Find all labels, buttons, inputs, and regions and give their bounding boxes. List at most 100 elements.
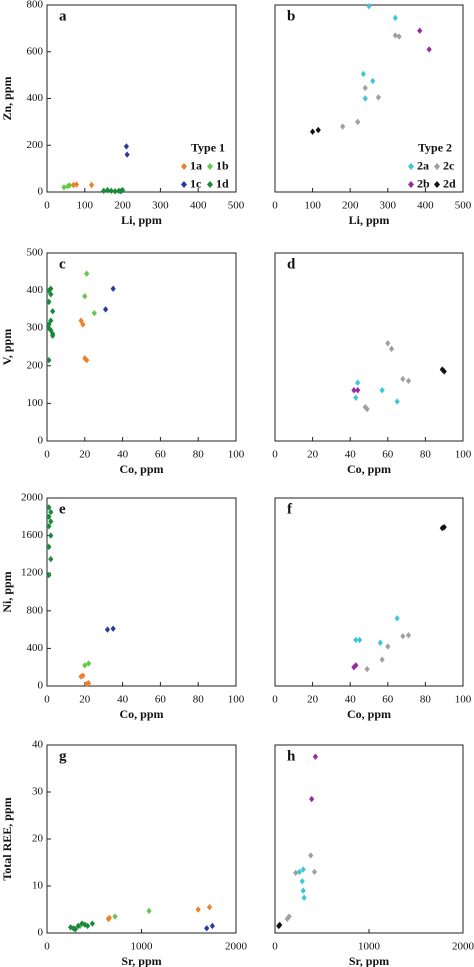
point	[104, 186, 111, 194]
x-tick-label: 60	[382, 694, 394, 706]
x-tick-label: 0	[272, 200, 278, 212]
legend-swatch	[434, 181, 440, 188]
x-tick-label: 60	[155, 449, 167, 461]
y-axis-label: Ni, ppm	[0, 571, 14, 612]
legend-label: 2a	[417, 158, 429, 172]
point	[392, 32, 398, 39]
point	[110, 285, 116, 292]
point	[48, 291, 54, 298]
point	[73, 181, 80, 188]
point	[48, 508, 54, 516]
point	[400, 632, 406, 640]
point	[301, 894, 307, 901]
panel: 0 20 40 60 80 100 Co, ppm f	[272, 497, 472, 721]
point	[284, 915, 290, 923]
point	[70, 925, 77, 932]
x-axis-label: Co, ppm	[119, 462, 163, 476]
x-tick-label: 20	[79, 694, 91, 706]
point	[315, 126, 321, 134]
point	[61, 184, 67, 191]
point	[48, 518, 54, 525]
y-tick-label: 30	[32, 786, 44, 798]
y-tick-label: 400	[27, 284, 44, 296]
x-tick-label: 300	[380, 200, 397, 212]
x-tick-label: 80	[420, 449, 432, 461]
point	[340, 123, 346, 130]
point	[441, 368, 447, 375]
plot-frame	[274, 4, 464, 193]
point	[85, 660, 92, 667]
point	[394, 615, 400, 622]
legend-label: 2d	[443, 176, 456, 190]
point	[351, 664, 357, 671]
y-tick-label: 800	[27, 0, 44, 11]
point	[79, 920, 85, 927]
panel-label: g	[59, 748, 67, 764]
point	[204, 925, 210, 932]
x-tick-label: 80	[420, 694, 432, 706]
panel-label: a	[59, 8, 67, 24]
point	[84, 356, 90, 364]
legend-swatch	[408, 181, 414, 188]
x-axis-label: Li, ppm	[121, 213, 162, 227]
x-tick-label: 80	[193, 449, 205, 461]
y-tick-label: 0	[38, 927, 44, 939]
point	[364, 665, 370, 673]
x-tick-label: 300	[152, 200, 169, 212]
x-tick-label: 500	[228, 200, 245, 212]
point	[375, 94, 381, 101]
y-axis-label: Total REE, ppm	[0, 797, 14, 880]
point	[46, 356, 52, 364]
point	[195, 906, 201, 913]
x-tick-label: 20	[307, 449, 319, 461]
x-tick-label: 80	[193, 694, 205, 706]
point	[441, 523, 447, 531]
x-tick-label: 0	[44, 694, 50, 706]
legend-label: 2b	[417, 176, 430, 190]
y-tick-label: 400	[27, 92, 44, 104]
point	[277, 921, 283, 929]
panel: 0 20 40 60 80 100 Co, ppm d	[272, 252, 472, 476]
x-axis-label: Sr, ppm	[349, 954, 389, 967]
x-tick-label: 200	[342, 200, 359, 212]
panel-label: e	[59, 501, 66, 517]
point	[426, 46, 432, 53]
point	[80, 321, 86, 328]
y-tick-label: 40	[32, 739, 44, 751]
y-tick-label: 500	[27, 247, 44, 259]
point	[366, 2, 372, 10]
x-tick-label: 100	[455, 449, 472, 461]
x-tick-label: 40	[117, 694, 129, 706]
y-tick-label: 100	[27, 397, 44, 409]
y-tick-label: 200	[27, 139, 44, 151]
x-tick-label: 1000	[131, 941, 154, 953]
point	[364, 405, 370, 413]
point	[353, 662, 359, 669]
legend-swatch	[207, 163, 213, 170]
point	[82, 293, 88, 300]
legend-swatch	[207, 181, 213, 188]
y-tick-label: 20	[32, 833, 44, 845]
x-tick-label: 2000	[225, 941, 248, 953]
y-tick-label: 2000	[21, 492, 44, 504]
legend-label: 1c	[190, 176, 202, 190]
x-axis-label: Sr, ppm	[121, 954, 161, 967]
plot-frame	[274, 497, 464, 687]
y-tick-label: 0	[38, 680, 44, 692]
point	[286, 913, 292, 920]
plot-frame	[46, 252, 237, 442]
point	[388, 345, 395, 353]
point	[146, 907, 152, 915]
point	[108, 187, 114, 195]
point	[370, 77, 376, 85]
point	[308, 852, 314, 859]
point	[101, 187, 107, 195]
x-tick-label: 20	[79, 449, 91, 461]
point	[439, 524, 445, 532]
point	[357, 636, 363, 644]
panel: 0 20 40 60 80 100 0 100 200 300 400 500 Co, ppm V, pp…	[0, 247, 245, 476]
point	[417, 27, 423, 34]
x-tick-label: 0	[44, 200, 50, 212]
point	[362, 95, 368, 102]
